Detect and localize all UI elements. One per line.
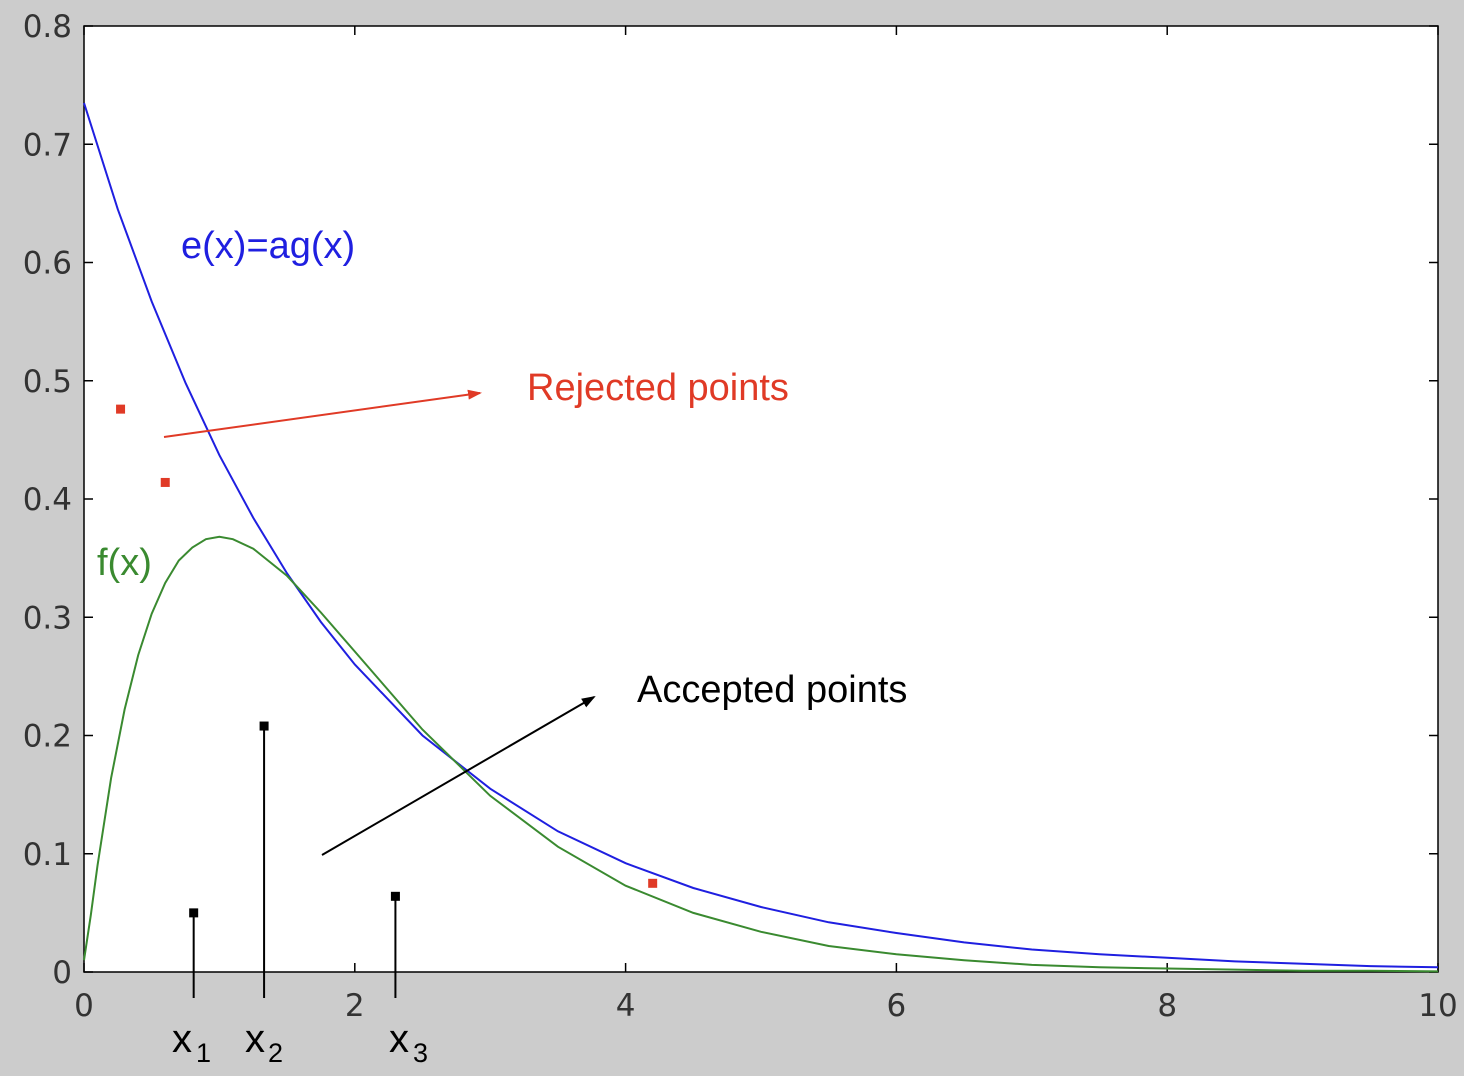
x-tick-label: 2: [345, 988, 365, 1024]
e-curve: [83, 102, 1439, 969]
x2-subscript: 2: [268, 1038, 283, 1068]
x2-symbol: x: [245, 1017, 265, 1061]
x-tick-label: 0: [74, 988, 94, 1024]
f-curve-label: f(x): [97, 542, 152, 584]
rejected-point: [648, 878, 658, 888]
rejected-point: [160, 477, 170, 487]
x-tick-label: 6: [887, 988, 907, 1024]
y-tick-label: 0.3: [23, 600, 72, 636]
x-marker-lines: [192, 726, 397, 998]
y-tick-label: 0.2: [23, 719, 72, 755]
y-tick-label: 0.4: [23, 482, 72, 518]
curves: [83, 102, 1439, 973]
rejected-point: [116, 404, 126, 414]
sample-points: [116, 404, 658, 918]
x-tick-label: 10: [1418, 988, 1457, 1024]
accepted-points-label: Accepted points: [637, 669, 907, 711]
accepted-point: [259, 721, 269, 731]
y-tick-label: 0.1: [23, 837, 72, 873]
y-tick-label: 0.8: [23, 9, 72, 45]
y-tick-label: 0.5: [23, 364, 72, 400]
x1-symbol: x: [172, 1017, 192, 1061]
x1-label: x 1: [172, 1017, 211, 1068]
x3-symbol: x: [389, 1017, 409, 1061]
x3-subscript: 3: [413, 1038, 428, 1068]
rejected-arrow: [163, 389, 482, 438]
accepted-point: [189, 908, 199, 918]
x3-label: x 3: [389, 1017, 428, 1068]
x-tick-label: 4: [616, 988, 636, 1024]
axis-tick-labels: 0 2 4 6 8 10 0 0.1 0.2 0.3 0.4 0.5 0.6 0.7 0.8: [23, 9, 1458, 1024]
x1-subscript: 1: [196, 1038, 211, 1068]
e-curve-label: e(x)=ag(x): [181, 225, 355, 267]
y-tick-label: 0.7: [23, 127, 72, 163]
accepted-point: [390, 891, 400, 901]
y-tick-label: 0.6: [23, 246, 72, 282]
f-curve: [83, 535, 1439, 973]
plot-area: [83, 25, 1439, 973]
accepted-arrow: [321, 695, 596, 856]
rejected-points-label: Rejected points: [527, 367, 789, 409]
y-tick-label: 0: [52, 955, 72, 991]
x-tick-label: 8: [1157, 988, 1177, 1024]
x2-label: x 2: [245, 1017, 283, 1068]
